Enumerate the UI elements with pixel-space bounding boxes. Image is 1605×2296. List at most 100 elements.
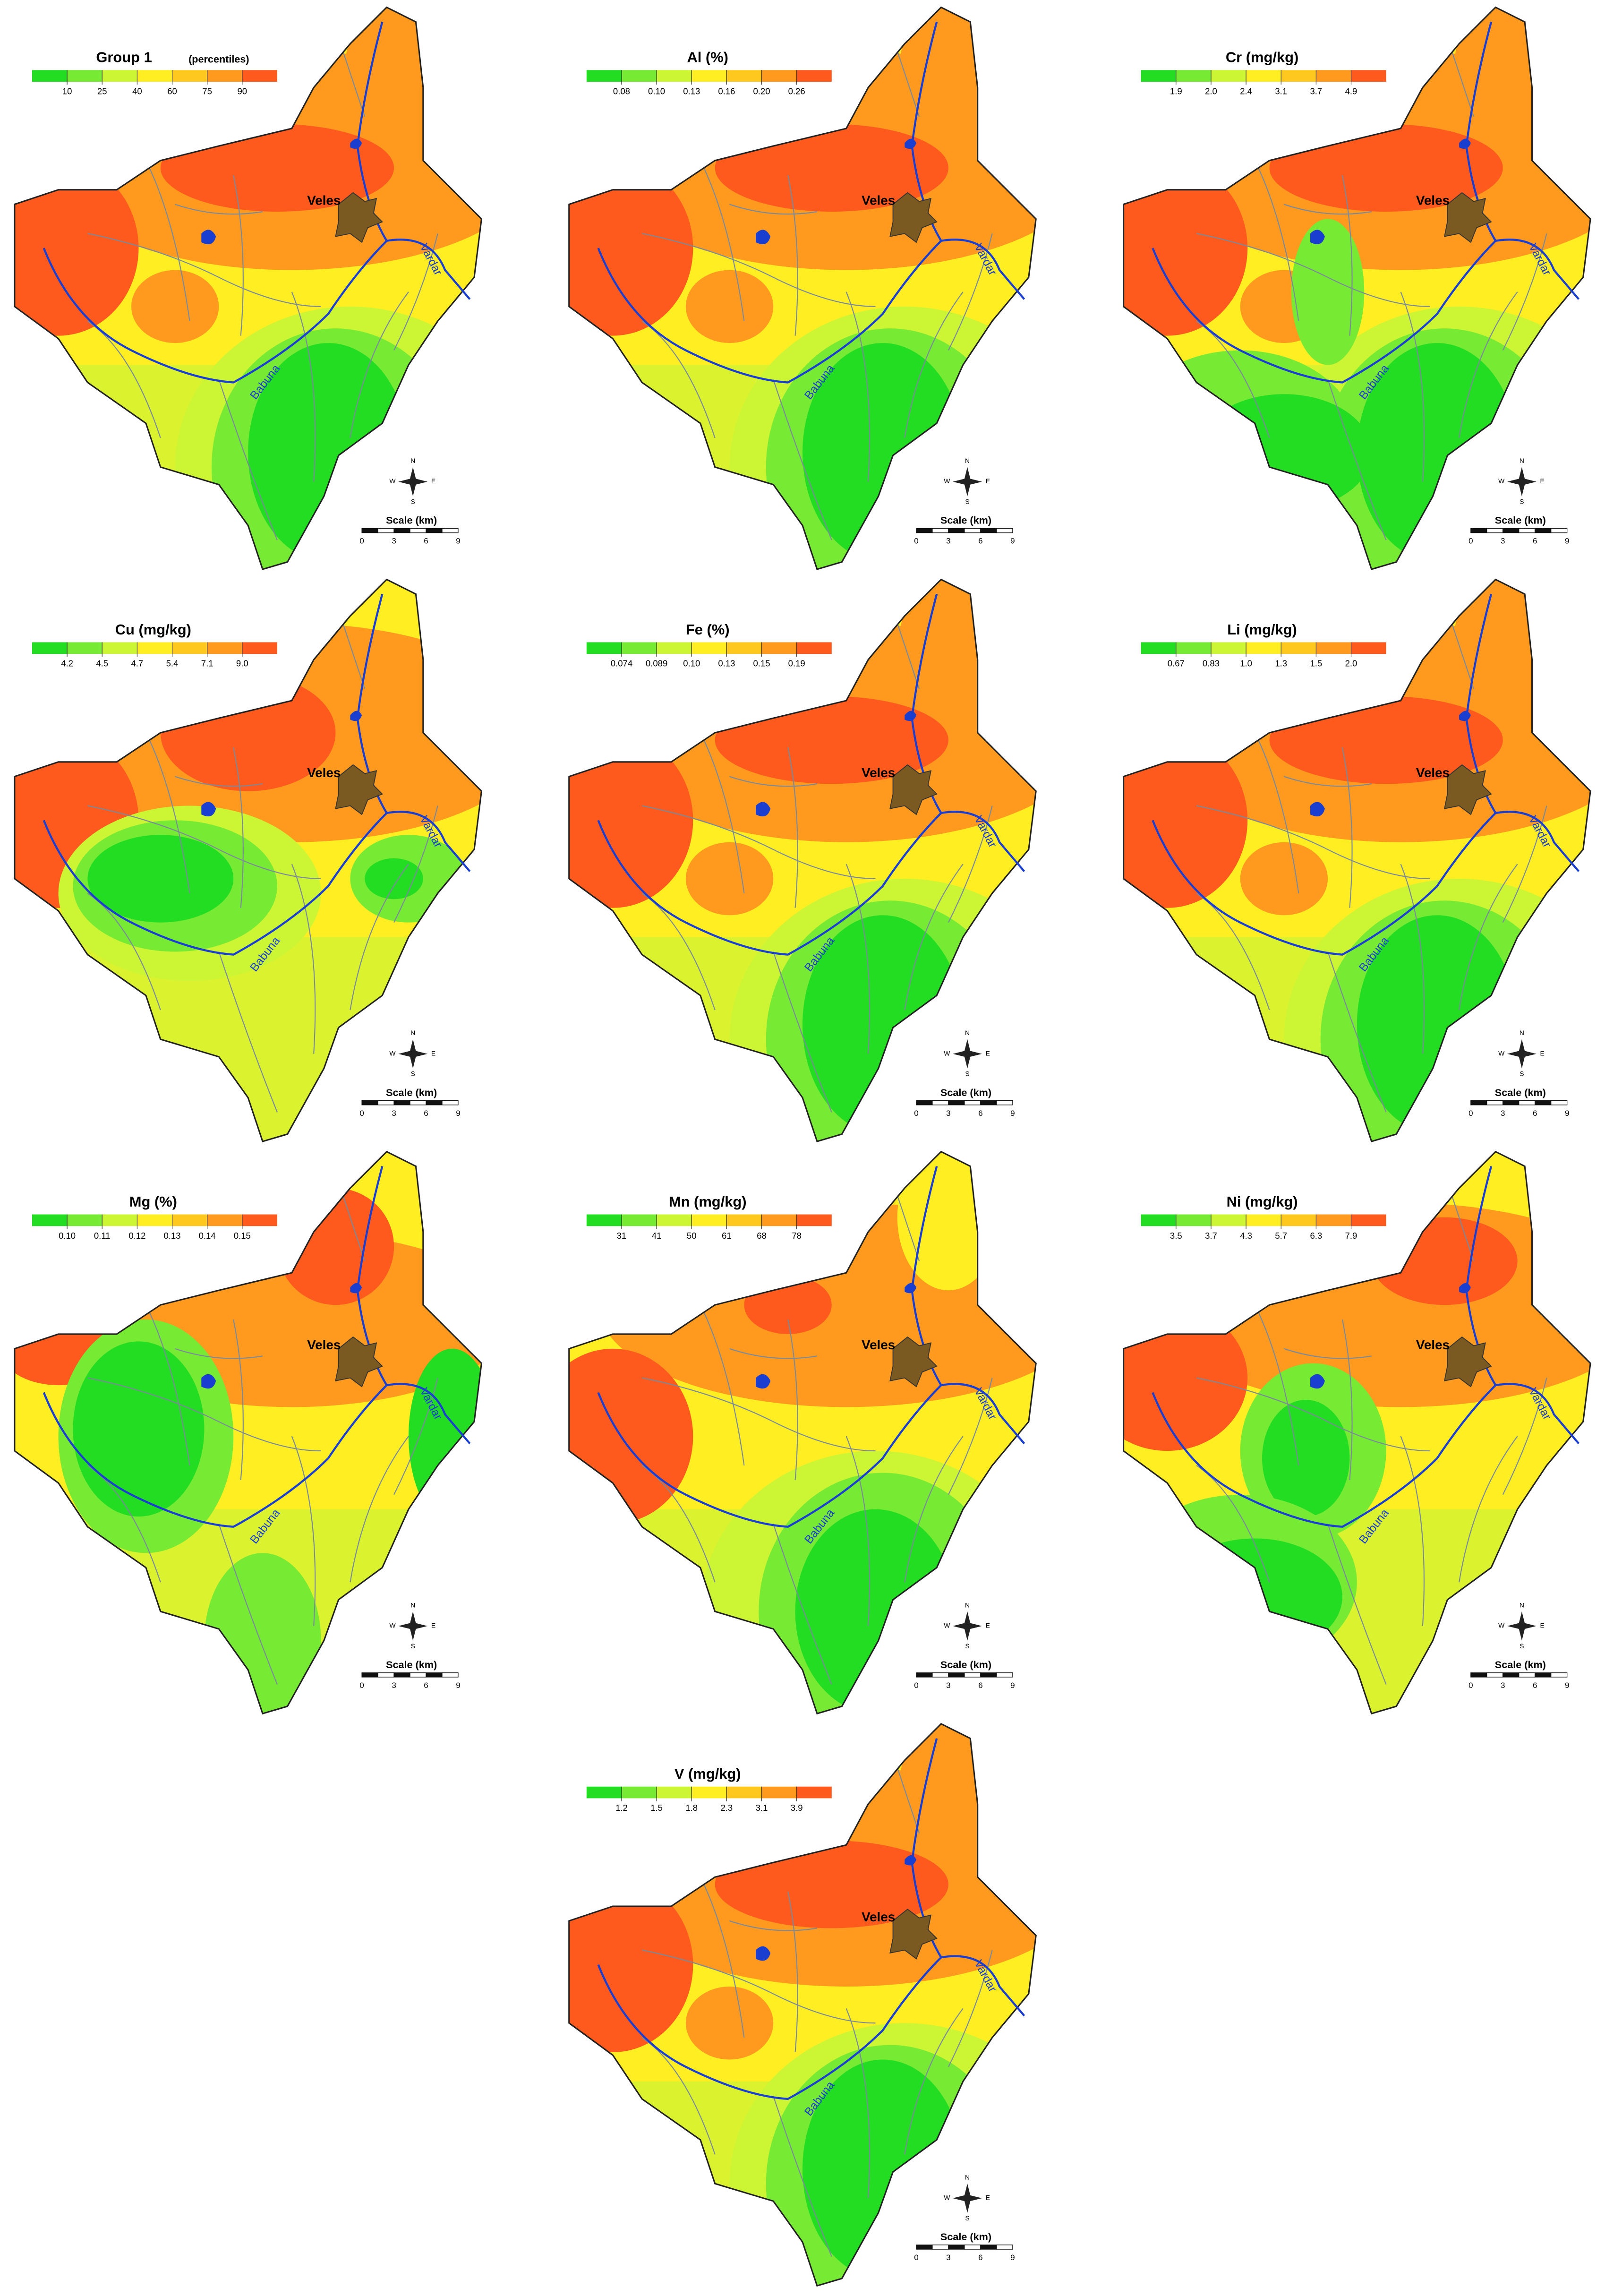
city-area — [889, 192, 938, 243]
scale-bar-segment — [361, 1100, 378, 1105]
scale-label: 0 — [1468, 537, 1473, 546]
scale-bar-segment — [916, 1100, 933, 1105]
scale-bar-segment — [442, 1100, 459, 1105]
legend-swatch — [726, 642, 762, 654]
legend-label: 0.13 — [163, 1231, 180, 1241]
city-label: Veles — [307, 765, 341, 780]
legend-label: 2.0 — [1345, 659, 1357, 668]
scale-label: 0 — [914, 537, 918, 546]
scale-bar-segment — [948, 528, 965, 533]
stream — [729, 1348, 818, 1359]
city-area — [335, 1336, 383, 1388]
scale-bar-segment — [1470, 1100, 1487, 1105]
river-babuna — [597, 240, 942, 384]
concentration-zone — [685, 270, 774, 343]
legend-swatch — [1176, 70, 1211, 82]
scale-bar-segment — [948, 1100, 965, 1105]
legend-label: 0.11 — [94, 1231, 111, 1241]
lake — [756, 230, 771, 244]
legend-label: 0.20 — [753, 86, 770, 96]
city-area — [1444, 192, 1492, 243]
scale-bar-segment — [442, 528, 459, 533]
stream — [291, 291, 316, 482]
legend-swatch — [621, 70, 657, 82]
lake — [905, 711, 916, 721]
river-vardar — [911, 593, 1025, 872]
scale-label: 3 — [392, 1109, 396, 1118]
lake — [756, 1374, 771, 1389]
legend-swatch — [796, 642, 832, 654]
legend-label: 3.7 — [1310, 86, 1322, 96]
stream — [1502, 233, 1547, 351]
map-fill — [14, 579, 482, 1142]
stream — [1341, 747, 1353, 908]
concentration-zone — [87, 835, 234, 923]
scale-label: 6 — [978, 1109, 982, 1118]
scale-bar-segment — [426, 1100, 443, 1105]
legend-label: 4.3 — [1240, 1231, 1252, 1241]
legend-swatch — [32, 1214, 68, 1226]
stream — [1327, 951, 1387, 1113]
legend-swatch — [657, 1214, 692, 1226]
legend-label: 0.15 — [753, 659, 770, 668]
lake — [905, 1855, 916, 1866]
region-outline — [568, 578, 1037, 1142]
stream — [87, 1377, 321, 1452]
region-outline — [1123, 578, 1591, 1142]
river-vardar — [1465, 21, 1580, 300]
scale-bar-segment — [980, 2245, 997, 2250]
stream — [845, 1436, 871, 1626]
stream — [729, 1920, 818, 1931]
legend-swatch — [692, 70, 727, 82]
legend-swatch — [137, 642, 172, 654]
compass-label: W — [389, 1049, 396, 1057]
scale-label: 9 — [456, 1681, 460, 1690]
legend-title: Al (%) — [687, 49, 728, 66]
legend-swatch — [32, 70, 68, 82]
compass-label: S — [1520, 1642, 1524, 1650]
lake — [350, 711, 362, 721]
stream — [948, 1378, 993, 1495]
scale-bar-segment — [426, 1672, 443, 1678]
stream — [700, 160, 745, 321]
stream — [233, 175, 244, 336]
legend-label: 4.5 — [96, 659, 108, 668]
stream — [233, 747, 244, 908]
scale-label: 6 — [1533, 1681, 1537, 1690]
stream — [641, 805, 876, 880]
scale-bar-segment — [996, 528, 1013, 533]
stream — [1284, 1348, 1372, 1359]
legend-swatch — [1246, 1214, 1281, 1226]
compass-label: N — [1520, 457, 1524, 464]
legend-label: 3.5 — [1170, 1231, 1182, 1241]
legend-swatch — [172, 642, 207, 654]
city-label: Veles — [862, 765, 895, 780]
concentration-zone — [795, 1509, 956, 1714]
compass-label: S — [411, 498, 415, 505]
scale-bar-segment — [1503, 1100, 1520, 1105]
region-outline — [568, 6, 1037, 570]
scale-label: 9 — [1010, 2253, 1015, 2262]
legend-swatch — [242, 1214, 277, 1226]
legend-label: 4.2 — [61, 659, 73, 668]
legend-title-note: (percentiles) — [188, 53, 249, 65]
scale-bar-segment — [377, 1100, 394, 1105]
river-vardar — [356, 1166, 471, 1445]
legend-label: 1.0 — [1240, 659, 1252, 668]
scale-label: 3 — [946, 537, 950, 546]
scale-title: Scale (km) — [386, 1087, 437, 1098]
stream — [1196, 233, 1430, 307]
legend-label: 1.3 — [1275, 659, 1287, 668]
city-label: Veles — [1416, 1337, 1450, 1352]
river-babuna — [597, 1956, 942, 2100]
legend-title: Cu (mg/kg) — [115, 621, 191, 638]
stream — [700, 1876, 745, 2038]
stream — [233, 1319, 244, 1480]
concentration-zone — [204, 1553, 321, 1714]
river-vardar — [356, 21, 471, 300]
compass-label: E — [431, 477, 435, 485]
scale-bar-segment — [996, 1672, 1013, 1678]
legend-swatch — [761, 1214, 797, 1226]
